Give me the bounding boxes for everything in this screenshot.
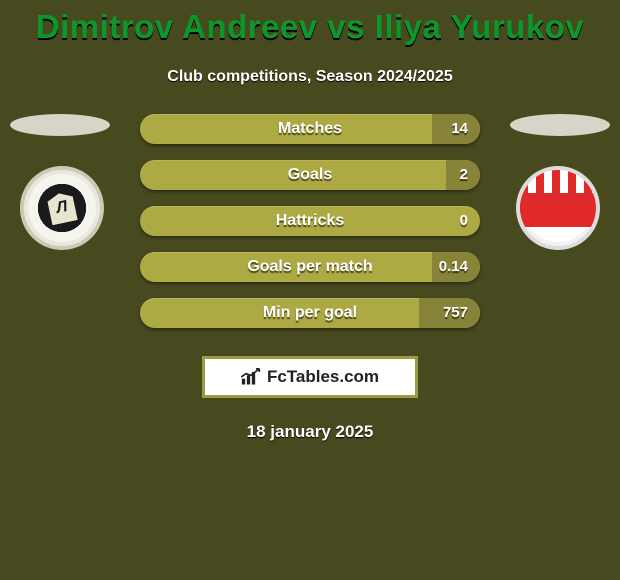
stat-value-right: 757 [443,298,468,328]
subtitle: Club competitions, Season 2024/2025 [0,68,620,86]
stat-label: Goals [140,160,480,190]
stat-row: Min per goal757 [140,298,480,328]
stat-value-right: 0 [460,206,468,236]
club-crest-left [20,166,104,250]
stat-label: Goals per match [140,252,480,282]
stat-row: Hattricks0 [140,206,480,236]
player-marker-right [510,114,610,136]
stat-row: Goals2 [140,160,480,190]
stat-value-right: 2 [460,160,468,190]
stat-label: Hattricks [140,206,480,236]
bar-chart-icon [241,368,261,386]
page-title: Dimitrov Andreev vs Iliya Yurukov [0,0,620,46]
stat-row: Goals per match0.14 [140,252,480,282]
stat-value-right: 0.14 [439,252,468,282]
date-label: 18 january 2025 [0,422,620,442]
stat-bars: Matches14 Goals2 Hattricks0 Goals per match… [140,114,480,328]
club-crest-right [516,166,600,250]
stat-label: Matches [140,114,480,144]
stat-row: Matches14 [140,114,480,144]
logo-text: FcTables.com [267,367,379,387]
stat-value-right: 14 [451,114,468,144]
player-marker-left [10,114,110,136]
fctables-logo[interactable]: FcTables.com [202,356,418,398]
comparison-panel: Matches14 Goals2 Hattricks0 Goals per match… [0,114,620,344]
stat-label: Min per goal [140,298,480,328]
